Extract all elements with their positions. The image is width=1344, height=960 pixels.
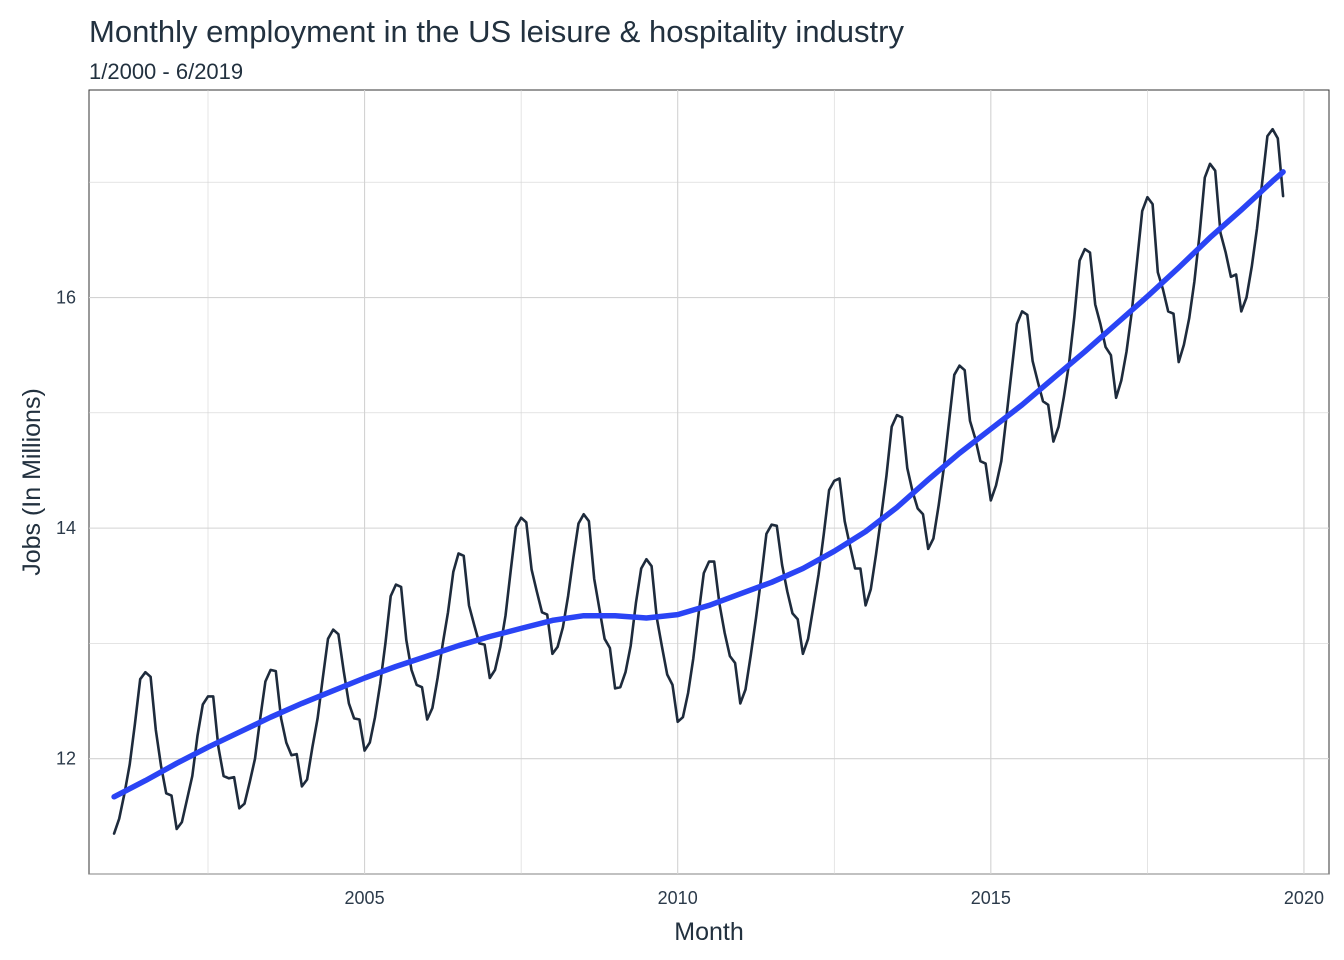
y-tick-label: 14	[56, 518, 76, 538]
tick-labels: 2005 2010 2015 2020 12 14 16	[56, 288, 1324, 908]
series-layer	[111, 127, 1286, 835]
gridlines	[89, 90, 1329, 875]
x-tick-label: 2005	[345, 888, 385, 908]
trend-line	[111, 169, 1286, 800]
x-axis-title: Month	[674, 918, 743, 946]
monthly-employment-line	[112, 127, 1285, 835]
chart-subtitle: 1/2000 - 6/2019	[89, 59, 244, 84]
x-tick-label: 2020	[1284, 888, 1324, 908]
x-tick-label: 2010	[658, 888, 698, 908]
y-tick-label: 16	[56, 288, 76, 308]
y-axis-title: Jobs (In Millions)	[18, 388, 46, 576]
x-tick-label: 2015	[971, 888, 1011, 908]
y-tick-label: 12	[56, 749, 76, 769]
chart-title: Monthly employment in the US leisure & h…	[89, 14, 904, 49]
